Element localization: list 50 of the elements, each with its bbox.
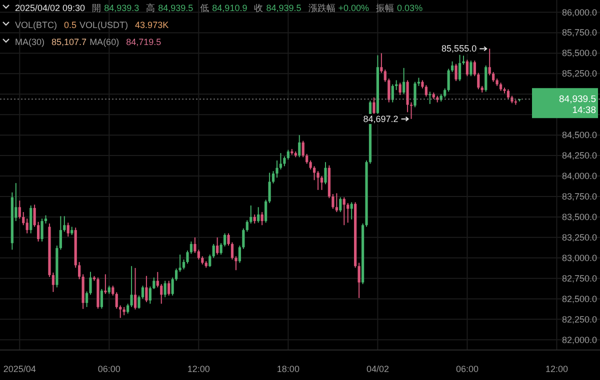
text: 低	[200, 3, 210, 13]
y-tick-label: 85,250.0	[562, 68, 597, 79]
text: 43.973K	[135, 20, 169, 30]
text: 振幅	[376, 3, 394, 13]
text: 84,910.9	[212, 3, 248, 13]
y-tick-label: 82,750.0	[562, 273, 597, 284]
y-tick-label: 83,500.0	[562, 212, 597, 222]
text: +0.00%	[338, 3, 370, 13]
x-tick-label: 18:00	[276, 364, 300, 374]
annotation: 85,555.0	[442, 44, 477, 54]
price-tag: 84,939.5 14:38	[532, 88, 598, 118]
annotation: 85,555.0	[440, 44, 488, 54]
text: 0.03%	[397, 3, 423, 13]
text: 84,719.5	[126, 37, 162, 47]
text: 漲跌幅	[308, 3, 336, 13]
text: 收	[254, 3, 264, 13]
y-tick-label: 82,000.0	[562, 334, 597, 345]
text: 84,939.5	[266, 3, 302, 13]
y-tick-label: 85,500.0	[562, 48, 597, 58]
text: MA(30)	[15, 37, 45, 47]
y-tick-label: 86,000.0	[562, 7, 597, 18]
x-tick-label: 12:00	[545, 364, 568, 374]
y-tick-label: 83,750.0	[562, 191, 597, 202]
x-tick-label: 04/02	[366, 364, 389, 374]
ref-line-label: 84,939.5	[559, 94, 596, 106]
y-tick-label: 82,500.0	[562, 294, 597, 304]
text: 84,939.5	[158, 3, 194, 13]
y-tick-label: 84,500.0	[562, 130, 597, 140]
text: MA(60)	[90, 37, 120, 47]
y-tick-label: 83,250.0	[562, 232, 597, 242]
annotation: 14:38	[572, 105, 596, 116]
text: 2025/04/02 09:30	[15, 3, 86, 13]
x-tick-label: 06:00	[456, 364, 478, 374]
text: 85,107.7	[52, 37, 87, 47]
text: VOL(BTC)	[15, 20, 58, 30]
y-tick-label: 85,750.0	[562, 28, 597, 38]
text: 開	[92, 3, 102, 13]
y-tick-label: 84,000.0	[562, 171, 597, 182]
text: VOL(USDT)	[80, 20, 128, 30]
y-tick-label: 84,250.0	[562, 150, 597, 161]
x-tick-label: 06:00	[98, 364, 120, 374]
text: 0.5	[64, 20, 77, 30]
y-tick-label: 82,250.0	[562, 314, 597, 324]
text: 高	[146, 3, 156, 13]
y-tick-label: 83,000.0	[562, 252, 597, 263]
x-tick-label: 12:00	[187, 364, 210, 374]
x-tick-label: 2025/04	[3, 364, 36, 374]
annotation: 84,697.2	[363, 114, 398, 124]
text: 84,939.3	[104, 3, 140, 13]
annotation: 84,697.2	[362, 114, 410, 124]
